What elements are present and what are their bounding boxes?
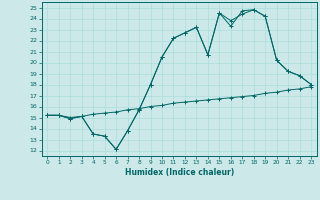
X-axis label: Humidex (Indice chaleur): Humidex (Indice chaleur) — [124, 168, 234, 177]
